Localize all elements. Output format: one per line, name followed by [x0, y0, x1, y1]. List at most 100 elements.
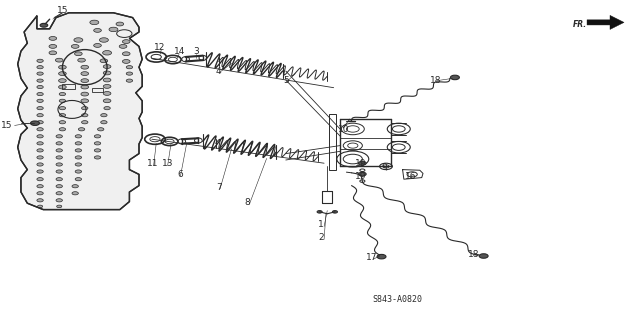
Circle shape: [122, 52, 130, 56]
Circle shape: [40, 23, 48, 27]
Text: 11: 11: [147, 159, 158, 168]
Circle shape: [37, 156, 44, 159]
Circle shape: [93, 28, 101, 32]
Circle shape: [119, 44, 127, 48]
Circle shape: [37, 85, 44, 89]
Circle shape: [94, 149, 100, 152]
Circle shape: [59, 65, 67, 69]
Circle shape: [37, 163, 44, 166]
Circle shape: [81, 99, 88, 103]
Circle shape: [81, 114, 88, 117]
Text: 15: 15: [1, 121, 13, 130]
Circle shape: [75, 170, 81, 173]
Circle shape: [38, 205, 43, 208]
Circle shape: [78, 128, 84, 131]
Circle shape: [126, 66, 132, 69]
Circle shape: [37, 178, 44, 181]
Circle shape: [81, 85, 88, 89]
Circle shape: [75, 149, 81, 152]
Circle shape: [94, 135, 100, 138]
Circle shape: [59, 85, 67, 89]
Circle shape: [104, 107, 110, 110]
Text: 4: 4: [216, 67, 221, 76]
Circle shape: [37, 72, 44, 75]
Circle shape: [94, 156, 100, 159]
Circle shape: [59, 79, 67, 83]
Circle shape: [479, 254, 488, 258]
Text: 7: 7: [216, 183, 221, 192]
Circle shape: [99, 38, 108, 42]
Circle shape: [75, 178, 81, 181]
Circle shape: [358, 161, 366, 165]
Circle shape: [59, 72, 67, 76]
Circle shape: [56, 163, 63, 166]
Circle shape: [49, 51, 57, 55]
Circle shape: [451, 75, 460, 80]
Circle shape: [37, 185, 44, 188]
Circle shape: [37, 149, 44, 152]
Circle shape: [56, 178, 63, 181]
Circle shape: [72, 192, 78, 195]
Text: FR.: FR.: [573, 20, 587, 28]
Circle shape: [60, 121, 66, 124]
Circle shape: [103, 78, 111, 82]
Circle shape: [56, 58, 63, 62]
Circle shape: [81, 65, 88, 69]
Circle shape: [103, 99, 111, 103]
Circle shape: [103, 84, 111, 88]
Circle shape: [126, 72, 132, 75]
Polygon shape: [18, 13, 142, 210]
Circle shape: [56, 149, 63, 152]
Circle shape: [377, 254, 386, 259]
Circle shape: [49, 44, 57, 48]
Circle shape: [37, 128, 44, 131]
Circle shape: [56, 192, 63, 195]
Circle shape: [75, 135, 81, 138]
Circle shape: [37, 99, 44, 102]
Text: 13: 13: [162, 159, 173, 168]
Circle shape: [109, 27, 118, 32]
Circle shape: [122, 60, 130, 63]
Circle shape: [56, 156, 63, 159]
Text: 6: 6: [178, 170, 183, 179]
Circle shape: [122, 40, 130, 44]
Text: 14: 14: [173, 47, 185, 56]
Text: 9: 9: [382, 163, 388, 172]
Circle shape: [332, 211, 337, 213]
Circle shape: [81, 92, 88, 96]
Circle shape: [94, 142, 100, 145]
Circle shape: [103, 65, 111, 68]
Circle shape: [75, 156, 81, 159]
Circle shape: [37, 66, 44, 69]
Text: 16: 16: [404, 172, 416, 181]
Circle shape: [37, 170, 44, 173]
Text: 2: 2: [318, 233, 324, 242]
Circle shape: [102, 51, 111, 55]
Circle shape: [37, 79, 44, 82]
Circle shape: [317, 211, 322, 213]
Circle shape: [60, 99, 66, 102]
Circle shape: [100, 59, 108, 63]
Circle shape: [31, 121, 40, 125]
Circle shape: [60, 92, 66, 96]
Circle shape: [103, 92, 111, 95]
Circle shape: [97, 128, 104, 131]
Text: 3: 3: [193, 47, 199, 56]
Circle shape: [71, 44, 79, 48]
Text: 18: 18: [468, 250, 480, 259]
Circle shape: [100, 121, 107, 124]
Circle shape: [74, 52, 82, 56]
Circle shape: [56, 142, 63, 145]
Text: 8: 8: [244, 198, 250, 207]
Text: 19: 19: [355, 172, 366, 181]
Circle shape: [37, 142, 44, 145]
Circle shape: [37, 59, 44, 62]
Circle shape: [56, 199, 63, 202]
Circle shape: [100, 114, 107, 117]
Polygon shape: [587, 15, 624, 29]
Circle shape: [81, 79, 88, 83]
Text: 19: 19: [355, 159, 366, 168]
Bar: [63, 84, 75, 89]
Circle shape: [37, 121, 44, 124]
Text: 17: 17: [366, 253, 378, 262]
